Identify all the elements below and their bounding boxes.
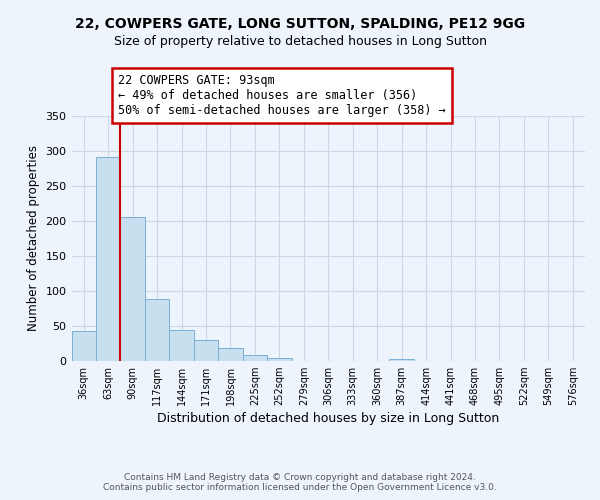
Bar — [389, 358, 414, 360]
Bar — [267, 358, 292, 360]
Bar — [145, 299, 169, 360]
Y-axis label: Number of detached properties: Number of detached properties — [27, 145, 40, 331]
Bar — [96, 157, 121, 360]
Bar — [121, 218, 145, 360]
Bar — [218, 348, 242, 360]
Bar — [242, 355, 267, 360]
X-axis label: Distribution of detached houses by size in Long Sutton: Distribution of detached houses by size … — [157, 412, 499, 425]
Text: 22, COWPERS GATE, LONG SUTTON, SPALDING, PE12 9GG: 22, COWPERS GATE, LONG SUTTON, SPALDING,… — [75, 18, 525, 32]
Text: Contains HM Land Registry data © Crown copyright and database right 2024.
Contai: Contains HM Land Registry data © Crown c… — [103, 473, 497, 492]
Text: 22 COWPERS GATE: 93sqm
← 49% of detached houses are smaller (356)
50% of semi-de: 22 COWPERS GATE: 93sqm ← 49% of detached… — [118, 74, 446, 117]
Bar — [169, 330, 194, 360]
Text: Size of property relative to detached houses in Long Sutton: Size of property relative to detached ho… — [113, 35, 487, 48]
Bar — [71, 332, 96, 360]
Bar — [194, 340, 218, 360]
